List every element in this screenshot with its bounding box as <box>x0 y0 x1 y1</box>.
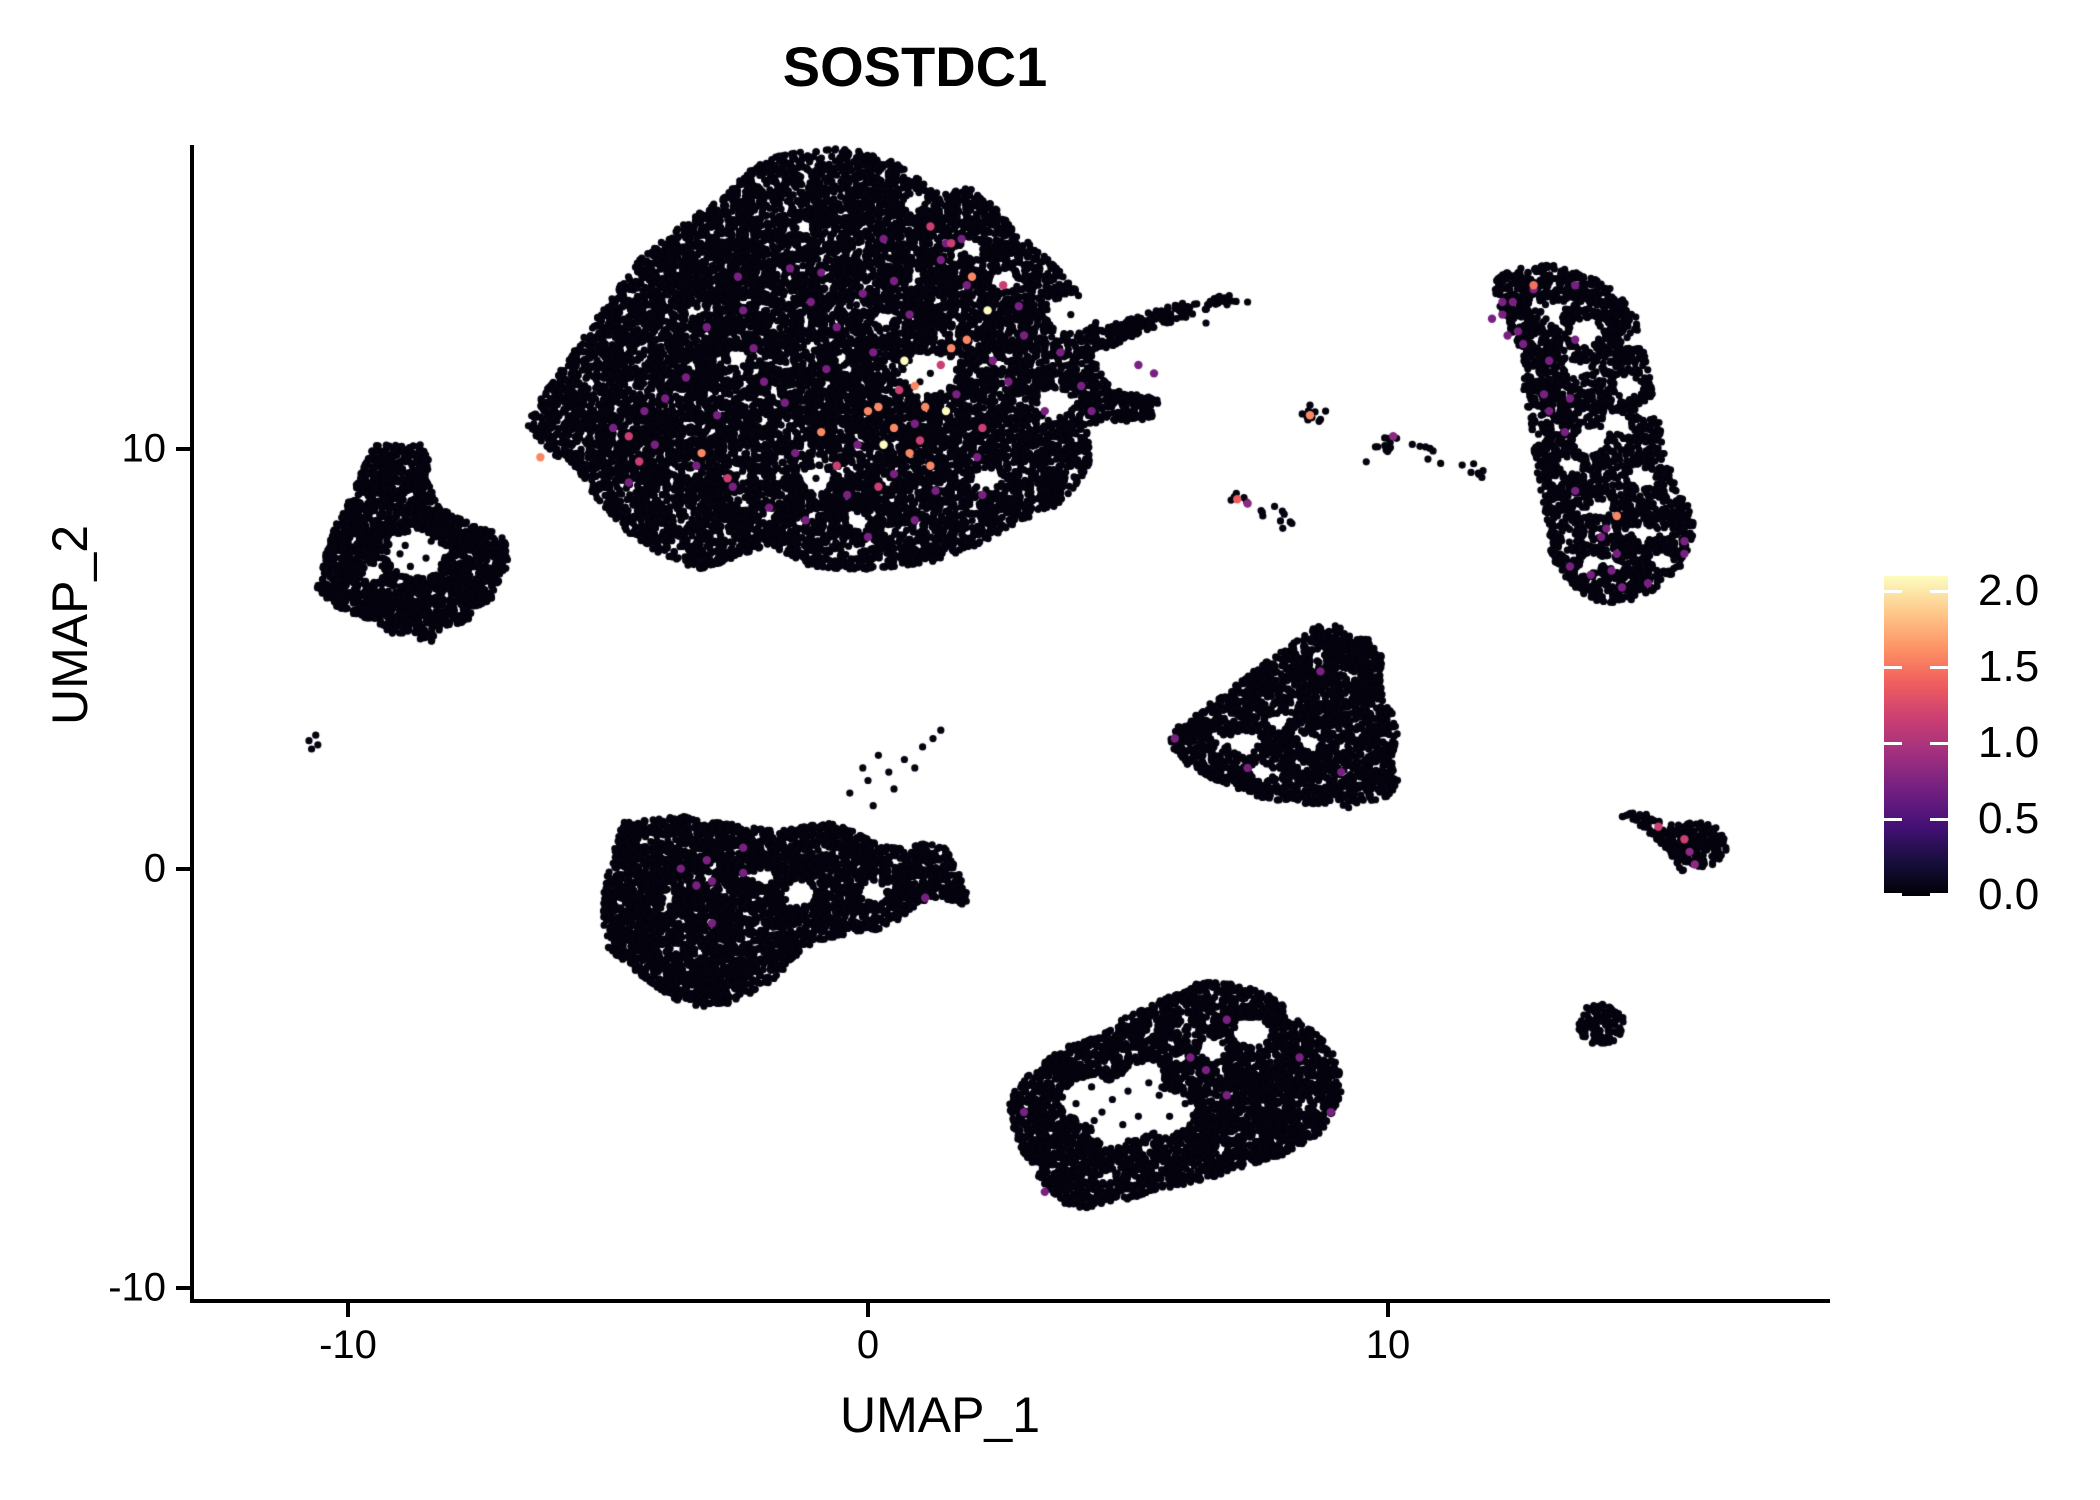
x-axis-tick <box>1386 1303 1390 1317</box>
colorbar-tick <box>1884 893 1902 896</box>
colorbar-tick <box>1884 818 1902 821</box>
colorbar-tick <box>1930 818 1948 821</box>
x-tick-label: 0 <box>856 1323 880 1367</box>
y-axis-line <box>190 145 194 1303</box>
x-axis-tick <box>346 1303 350 1317</box>
y-axis-tick <box>176 866 190 871</box>
x-tick-label: -10 <box>319 1323 377 1367</box>
colorbar-tick-label: 2.0 <box>1978 566 2040 615</box>
colorbar-tick-label: 0.0 <box>1978 870 2040 919</box>
colorbar-tick <box>1884 742 1902 745</box>
x-axis-label: UMAP_1 <box>839 1387 1041 1443</box>
colorbar-tick <box>1930 590 1948 593</box>
y-tick-label: -10 <box>108 1265 166 1310</box>
x-axis-line <box>190 1299 1830 1303</box>
y-tick-label: 10 <box>121 426 167 471</box>
colorbar-tick <box>1884 590 1902 593</box>
colorbar-tick <box>1884 666 1902 669</box>
colorbar-tick-label: 0.5 <box>1978 794 2040 843</box>
plot-title: SOSTDC1 <box>782 35 1048 98</box>
colorbar-tick <box>1930 666 1948 669</box>
colorbar-gradient <box>1884 576 1948 896</box>
colorbar-tick <box>1930 742 1948 745</box>
y-axis-tick <box>176 446 190 451</box>
colorbar-tick <box>1930 893 1948 896</box>
colorbar-tick-label: 1.0 <box>1978 718 2040 767</box>
colorbar-tick-label: 1.5 <box>1978 642 2040 691</box>
x-tick-label: 10 <box>1365 1323 1411 1367</box>
y-axis-tick <box>176 1286 190 1291</box>
y-axis-label: UMAP_2 <box>42 524 98 726</box>
x-axis-tick <box>866 1303 870 1317</box>
y-tick-label: 0 <box>143 846 166 891</box>
